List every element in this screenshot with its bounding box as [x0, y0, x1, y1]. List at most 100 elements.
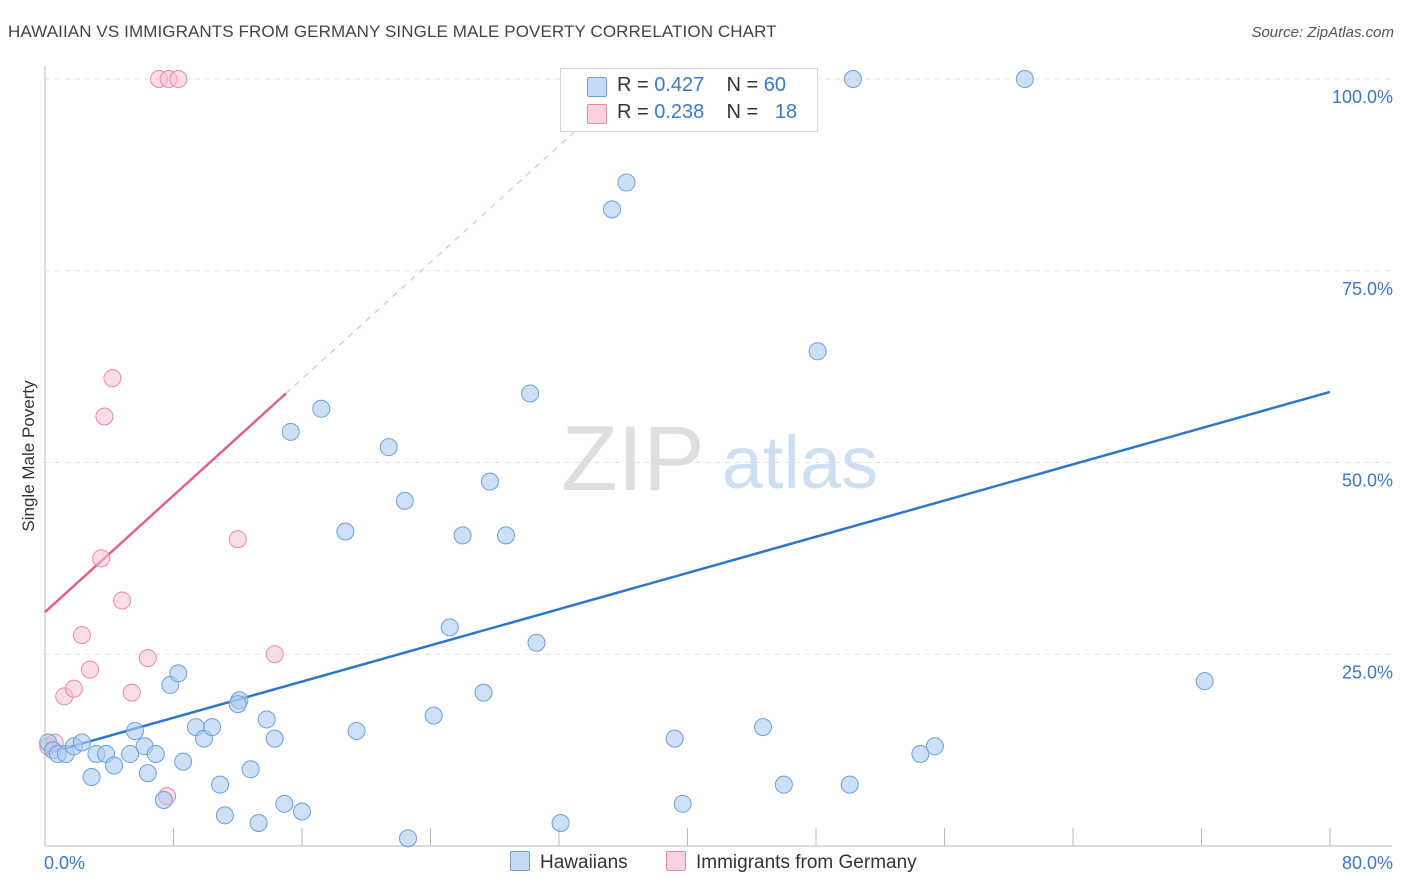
tick-labels: 25.0% 50.0% 75.0% 100.0% 0.0% 80.0% [44, 87, 1393, 873]
data-point-germany [169, 70, 188, 88]
data-point-hawaiians [665, 729, 684, 748]
data-point-hawaiians [293, 802, 311, 821]
data-point-hawaiians [808, 342, 827, 361]
x-tick-label: 0.0% [44, 853, 85, 873]
watermark: ZIP atlas [561, 408, 878, 510]
legend-r-label: R = [617, 101, 655, 123]
data-point-hawaiians [347, 721, 366, 740]
data-point-hawaiians [911, 744, 930, 763]
data-point-germany [64, 679, 83, 698]
legend-item-germany: Immigrants from Germany [666, 851, 917, 874]
x-tick-label: 80.0% [1342, 853, 1393, 873]
y-tick-label: 100.0% [1332, 87, 1393, 107]
data-point-hawaiians [527, 633, 546, 652]
data-point-hawaiians [121, 744, 140, 763]
data-point-germany [92, 549, 111, 568]
legend-r-value: 0.427 [654, 74, 705, 96]
data-point-hawaiians [474, 683, 493, 702]
data-point-hawaiians [551, 813, 570, 832]
legend-n-value: 18 [774, 101, 798, 123]
data-point-hawaiians [1195, 672, 1214, 691]
legend-n-value: 60 [763, 74, 787, 96]
legend-n-label: N = [726, 74, 764, 96]
data-point-hawaiians [82, 767, 101, 786]
legend-swatch-pink [587, 104, 607, 124]
data-point-hawaiians [673, 794, 692, 813]
data-point-hawaiians [774, 775, 793, 794]
data-point-hawaiians [215, 806, 234, 825]
legend-r-label: R = [617, 74, 655, 96]
data-point-germany [265, 645, 284, 664]
data-point-germany [138, 649, 157, 668]
data-point-hawaiians [496, 526, 515, 545]
chart-title: HAWAIIAN VS IMMIGRANTS FROM GERMANY SING… [8, 22, 777, 41]
data-point-hawaiians [753, 718, 772, 737]
data-point-germany [72, 626, 91, 645]
gridlines [45, 78, 1392, 655]
legend-swatch-blue [510, 851, 530, 871]
data-point-germany [103, 369, 122, 388]
legend-label-hawaiians: Hawaiians [540, 852, 628, 873]
data-point-hawaiians [379, 438, 398, 457]
data-point-hawaiians [257, 710, 276, 729]
data-point-hawaiians [440, 618, 459, 637]
data-point-germany [95, 407, 114, 426]
legend-label-germany: Immigrants from Germany [696, 852, 917, 873]
legend-swatch-blue [587, 77, 607, 97]
data-point-hawaiians [453, 526, 472, 545]
data-point-germany [228, 530, 247, 549]
data-point-hawaiians [146, 744, 165, 763]
trend-line-germany-extension [285, 94, 616, 394]
data-point-hawaiians [275, 794, 294, 813]
data-point-germany [80, 660, 99, 679]
watermark-zip: ZIP [561, 408, 704, 510]
data-point-hawaiians [174, 752, 193, 771]
data-points [39, 70, 1214, 848]
data-point-hawaiians [312, 399, 331, 418]
y-axis-label: Single Male Poverty [19, 380, 38, 532]
y-tick-label: 75.0% [1342, 279, 1393, 299]
legend-r-value: 0.238 [654, 101, 705, 123]
legend-n-label: N = [726, 101, 764, 123]
legend-item-hawaiians: Hawaiians [510, 851, 628, 874]
data-point-hawaiians [840, 775, 859, 794]
data-point-hawaiians [154, 790, 173, 809]
series-legend: Hawaiians Immigrants from Germany [0, 851, 1406, 877]
data-point-hawaiians [265, 729, 284, 748]
correlation-legend: R = 0.427 N = 60 R = 0.238 N = 18 [560, 68, 818, 132]
data-point-hawaiians [281, 422, 300, 441]
data-point-hawaiians [138, 764, 157, 783]
data-point-hawaiians [925, 737, 944, 756]
data-point-hawaiians [424, 706, 443, 725]
trend-lines [44, 94, 1331, 756]
data-point-hawaiians [1015, 70, 1034, 88]
data-point-hawaiians [72, 733, 91, 752]
data-point-hawaiians [395, 491, 414, 510]
data-point-germany [122, 683, 141, 702]
source-label: Source: ZipAtlas.com [1251, 24, 1394, 41]
data-point-hawaiians [105, 756, 124, 775]
data-point-hawaiians [521, 384, 540, 403]
data-point-hawaiians [249, 813, 268, 832]
data-point-hawaiians [241, 760, 260, 779]
data-point-hawaiians [211, 775, 230, 794]
y-tick-label: 50.0% [1342, 471, 1393, 491]
data-point-hawaiians [125, 721, 144, 740]
y-tick-label: 25.0% [1342, 662, 1393, 682]
data-point-hawaiians [617, 173, 636, 192]
data-point-hawaiians [480, 472, 499, 491]
watermark-atlas: atlas [722, 421, 878, 504]
data-point-germany [113, 591, 132, 610]
data-point-hawaiians [169, 664, 188, 683]
data-point-hawaiians [603, 200, 622, 219]
trend-line-hawaiians [44, 390, 1331, 756]
data-point-hawaiians [399, 829, 418, 848]
axes [44, 66, 1392, 847]
trend-line-germany [44, 392, 287, 613]
data-point-hawaiians [228, 695, 247, 714]
data-point-hawaiians [203, 718, 222, 737]
legend-swatch-pink [666, 851, 686, 871]
data-point-hawaiians [843, 70, 862, 88]
data-point-hawaiians [336, 522, 355, 541]
